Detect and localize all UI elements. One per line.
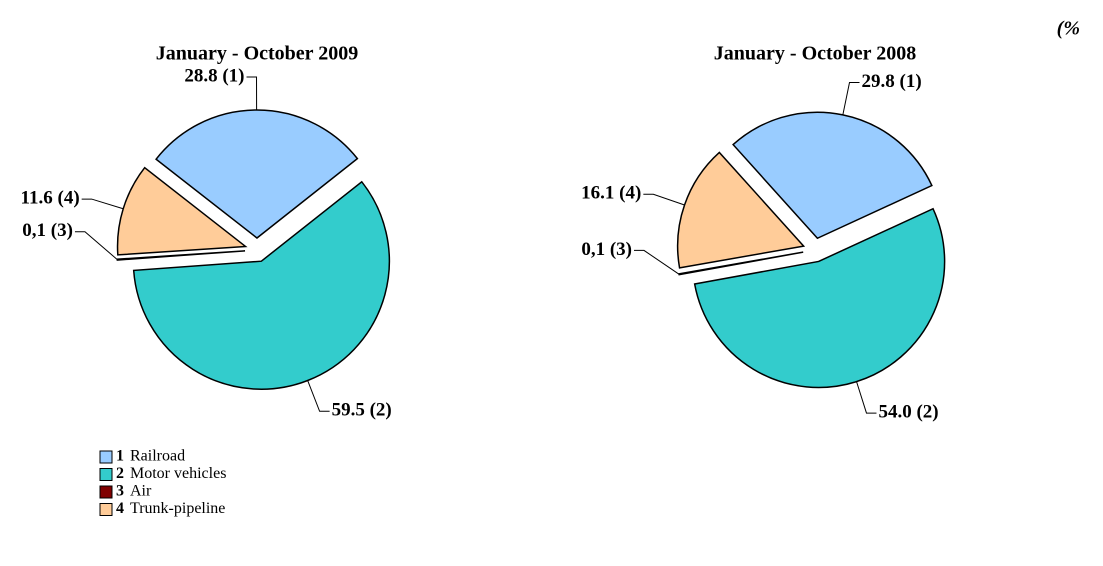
leader-line [307, 380, 330, 412]
data-label: 0,1 (3) [581, 239, 632, 260]
leader-line [246, 76, 258, 111]
legend-label: Motor vehicles [130, 465, 226, 482]
legend-label: Railroad [130, 448, 185, 465]
leader-line [81, 198, 124, 210]
leader-line [634, 249, 680, 275]
leader-line [842, 82, 860, 115]
legend-key: 2 [116, 465, 124, 482]
pie-slice [732, 111, 933, 240]
legend-key: 4 [116, 500, 124, 517]
leader-line [856, 381, 877, 414]
pie-slice [155, 109, 359, 239]
data-label: 29.8 (1) [862, 71, 922, 92]
legend-swatch [99, 468, 113, 481]
legend-swatch [99, 450, 113, 464]
data-label: 54.0 (2) [878, 401, 938, 422]
legend-swatch [99, 485, 113, 499]
pie-title: January - October 2008 [714, 43, 916, 65]
legend-label: Air [130, 483, 152, 500]
pie-title: January - October 2009 [156, 43, 358, 65]
legend-key: 3 [116, 483, 124, 500]
data-label: 16.1 (4) [581, 183, 641, 204]
data-label: 59.5 (2) [332, 400, 392, 421]
data-label: 0,1 (3) [22, 220, 73, 241]
leader-line [643, 193, 685, 206]
leader-line [74, 231, 118, 260]
unit-label: (% [1057, 18, 1080, 40]
legend-swatch [99, 503, 113, 516]
pie-slice [132, 180, 391, 390]
data-label: 28.8 (1) [184, 65, 244, 86]
legend-key: 1 [116, 448, 124, 465]
data-label: 11.6 (4) [21, 187, 80, 208]
legend-label: Trunk-pipeline [130, 500, 225, 517]
pie-slice [676, 151, 806, 269]
